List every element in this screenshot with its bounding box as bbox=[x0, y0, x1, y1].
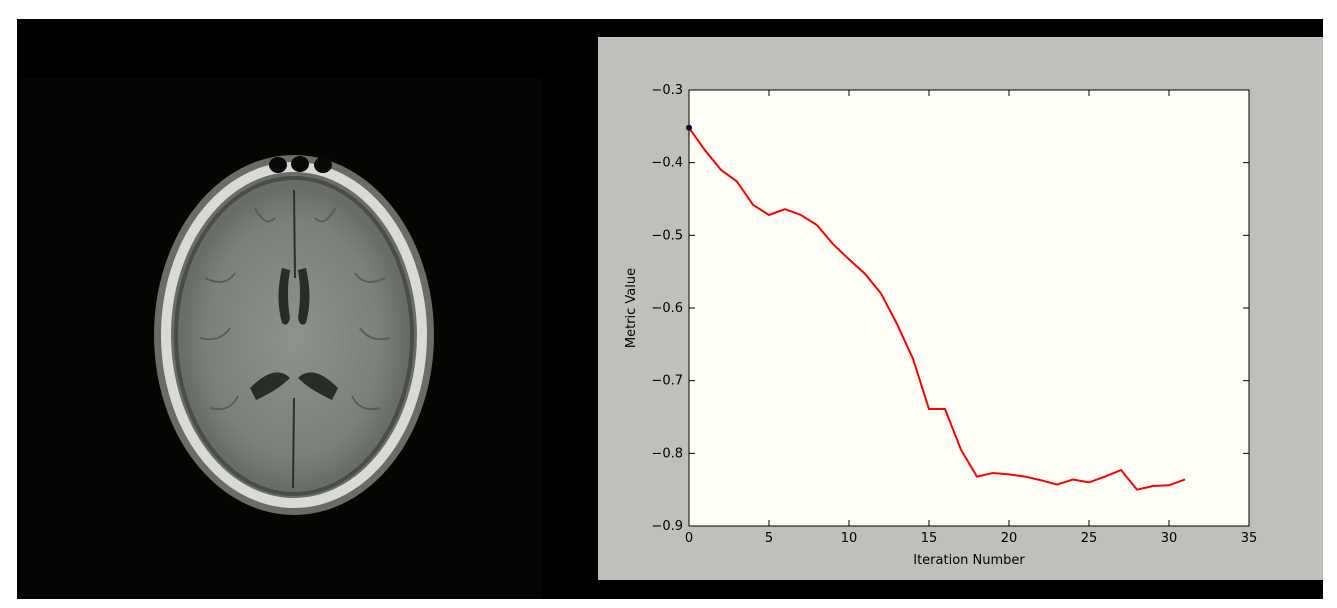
data-point bbox=[752, 204, 754, 206]
data-point bbox=[928, 408, 930, 410]
frontal-sinus bbox=[314, 157, 332, 173]
cortical-sulci bbox=[199, 207, 391, 411]
occipital-horn bbox=[250, 372, 290, 400]
x-tick-label: 25 bbox=[1081, 531, 1098, 546]
interhemispheric-fissure bbox=[292, 189, 296, 489]
data-point bbox=[816, 224, 818, 226]
brain-tissue bbox=[181, 186, 407, 490]
data-point bbox=[848, 258, 850, 260]
data-point bbox=[800, 214, 802, 216]
y-tick-label: −0.8 bbox=[651, 446, 683, 461]
skull-inner-rim bbox=[174, 176, 414, 496]
y-tick-label: −0.9 bbox=[651, 519, 683, 534]
x-tick-label: 10 bbox=[841, 531, 858, 546]
data-point bbox=[1104, 476, 1106, 478]
data-point bbox=[960, 449, 962, 451]
y-tick-label: −0.4 bbox=[651, 156, 683, 171]
plot-area bbox=[688, 89, 1250, 527]
data-point bbox=[720, 169, 722, 171]
frontal-sinus bbox=[269, 157, 287, 173]
data-point bbox=[832, 243, 834, 245]
y-axis-ticks: −0.3 −0.4 −0.5 −0.6 −0.7 −0.8 −0.9 bbox=[651, 83, 1249, 534]
data-point bbox=[1088, 481, 1090, 483]
occipital-horn bbox=[298, 372, 338, 400]
y-tick-label: −0.7 bbox=[651, 374, 683, 389]
data-point bbox=[736, 181, 738, 183]
data-point bbox=[896, 323, 898, 325]
frontal-sinus bbox=[291, 156, 309, 172]
x-tick-label: 30 bbox=[1161, 531, 1178, 546]
y-axis-label: Metric Value bbox=[624, 268, 639, 348]
data-point bbox=[1056, 484, 1058, 486]
x-tick-label: 35 bbox=[1241, 531, 1258, 546]
data-point bbox=[880, 292, 882, 294]
data-point bbox=[1072, 478, 1074, 480]
x-tick-label: 20 bbox=[1001, 531, 1018, 546]
series-markers bbox=[686, 124, 1186, 491]
lateral-ventricle bbox=[278, 268, 290, 325]
metric-line-chart: 0 5 10 15 20 25 30 35 −0.3−0.4−0.5−0.6−0.7−0.8−… bbox=[624, 83, 1257, 568]
x-tick-label: 0 bbox=[685, 531, 693, 546]
data-point bbox=[992, 472, 994, 474]
start-marker bbox=[686, 124, 692, 131]
data-point bbox=[1008, 473, 1010, 475]
x-tick-label: 15 bbox=[921, 531, 938, 546]
x-tick-label: 5 bbox=[765, 531, 773, 546]
data-point bbox=[1024, 476, 1026, 478]
data-point bbox=[768, 214, 770, 216]
data-point bbox=[1168, 484, 1170, 486]
y-tick-label: −0.5 bbox=[651, 228, 683, 243]
x-axis-ticks: 0 5 10 15 20 25 30 35 bbox=[685, 90, 1257, 546]
data-point bbox=[944, 408, 946, 410]
mri-image-panel bbox=[20, 78, 542, 598]
data-point bbox=[864, 273, 866, 275]
lateral-ventricle bbox=[298, 268, 310, 325]
data-point bbox=[784, 208, 786, 210]
data-point bbox=[976, 476, 978, 478]
data-point bbox=[912, 358, 914, 360]
series-line bbox=[688, 127, 1186, 491]
x-axis-label: Iteration Number bbox=[913, 553, 1025, 568]
data-point bbox=[1040, 479, 1042, 481]
y-tick-label: −0.3 bbox=[651, 83, 683, 98]
data-point bbox=[1184, 478, 1186, 480]
y-tick-label: −0.6 bbox=[651, 301, 683, 316]
data-point bbox=[704, 149, 706, 151]
data-point bbox=[1120, 469, 1122, 471]
plot-panel: 0 5 10 15 20 25 30 35 −0.3 −0.4 −0.5 −0.6 −0.7 −0.8−… bbox=[598, 37, 1323, 580]
data-point bbox=[1152, 485, 1154, 487]
mri-axial-brain-image bbox=[154, 155, 434, 515]
data-point bbox=[1136, 489, 1138, 491]
